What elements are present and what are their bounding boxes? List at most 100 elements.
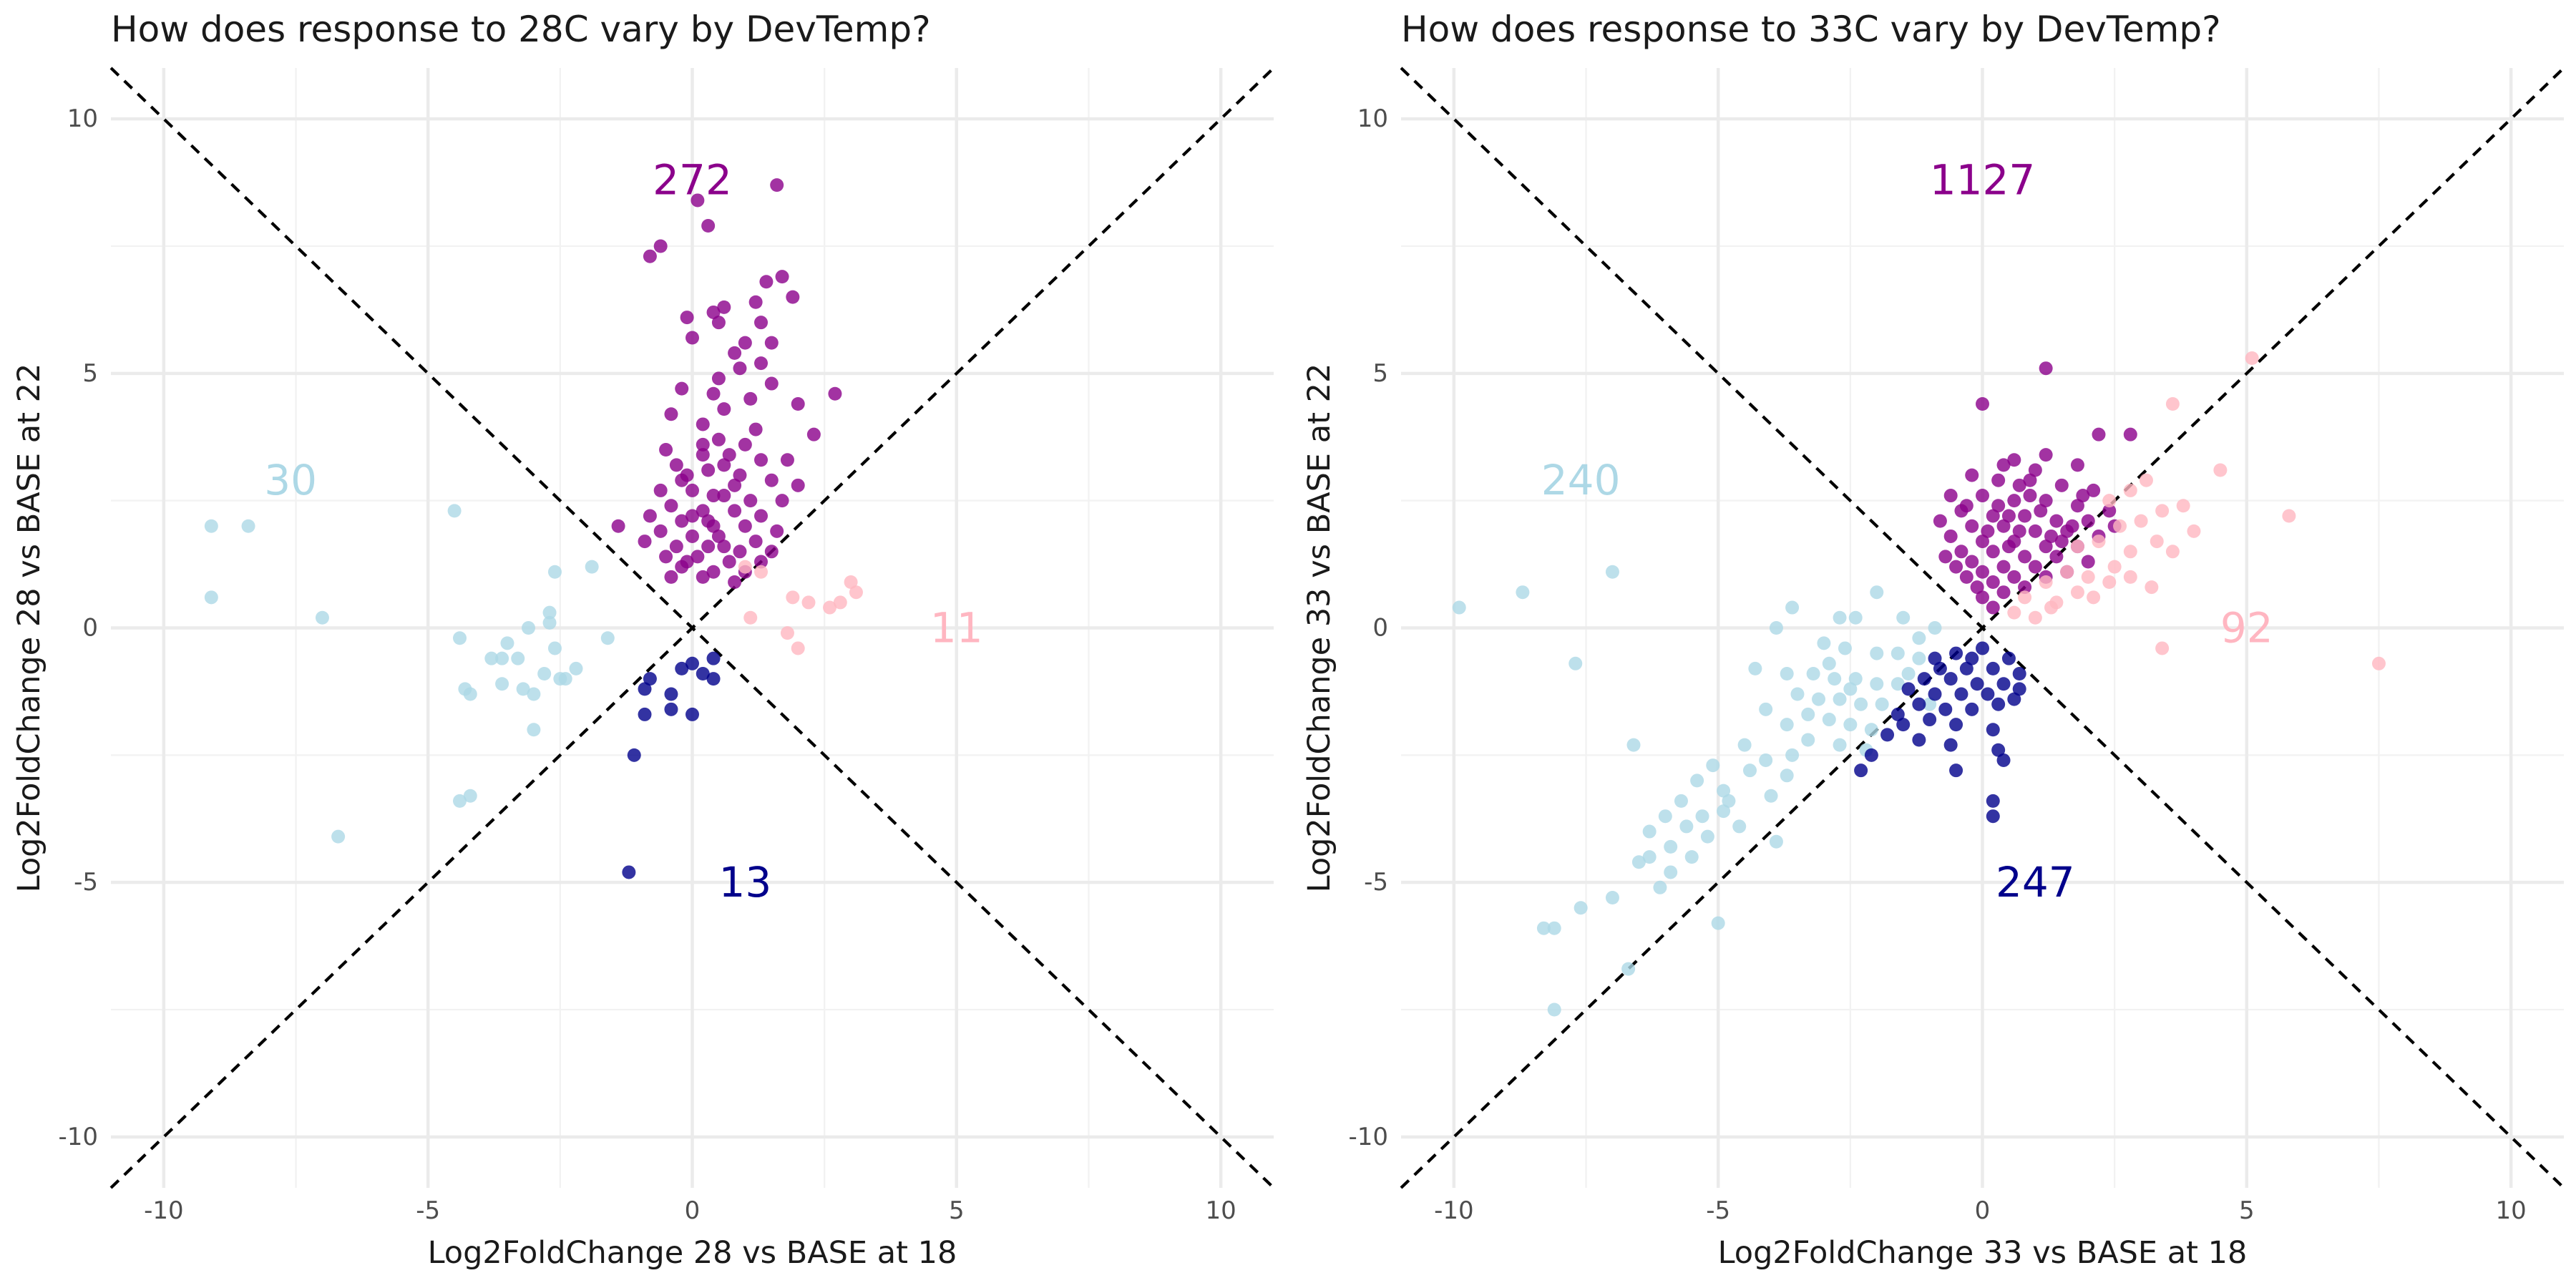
data-point bbox=[2092, 427, 2106, 441]
data-point bbox=[2092, 535, 2106, 549]
x-axis-label: Log2FoldChange 28 vs BASE at 18 bbox=[428, 1235, 957, 1271]
data-point bbox=[1790, 687, 1805, 701]
data-point bbox=[1658, 809, 1672, 824]
data-point bbox=[2187, 524, 2201, 538]
data-point bbox=[1547, 921, 1561, 935]
data-point bbox=[823, 600, 837, 615]
data-point bbox=[833, 595, 847, 610]
x-tick-label: 10 bbox=[1206, 1196, 1236, 1225]
data-point bbox=[2039, 448, 2053, 462]
data-point bbox=[643, 509, 657, 523]
data-point bbox=[1965, 651, 1979, 665]
data-point bbox=[1769, 621, 1783, 635]
data-point bbox=[463, 687, 477, 701]
data-point bbox=[1568, 656, 1583, 670]
data-point bbox=[2165, 397, 2180, 411]
y-tick-label: 0 bbox=[1372, 614, 1388, 643]
data-point bbox=[717, 540, 731, 554]
data-point bbox=[1843, 718, 1858, 732]
data-point bbox=[1938, 702, 1953, 716]
data-point bbox=[1684, 850, 1699, 864]
data-point bbox=[2087, 590, 2101, 605]
y-tick-label: 5 bbox=[82, 359, 98, 388]
data-point bbox=[2076, 489, 2090, 503]
data-point bbox=[1943, 489, 1958, 503]
data-point bbox=[1780, 667, 1794, 681]
data-point bbox=[2070, 585, 2084, 600]
data-point bbox=[1959, 570, 1974, 584]
data-point bbox=[686, 656, 699, 670]
data-point bbox=[638, 682, 652, 696]
data-point bbox=[1890, 646, 1905, 660]
data-point bbox=[2070, 499, 2084, 513]
data-point bbox=[664, 499, 678, 513]
data-point bbox=[1933, 514, 1947, 528]
scatter-points bbox=[204, 178, 863, 879]
data-point bbox=[1912, 733, 1926, 747]
data-point bbox=[2065, 519, 2079, 533]
data-point bbox=[711, 432, 726, 447]
data-point bbox=[542, 605, 557, 620]
data-point bbox=[1848, 610, 1863, 625]
data-point bbox=[2123, 483, 2137, 497]
data-point bbox=[527, 723, 541, 737]
data-point bbox=[1991, 499, 2006, 513]
data-point bbox=[627, 748, 641, 762]
data-point bbox=[1706, 758, 1720, 773]
data-point bbox=[2165, 545, 2180, 559]
data-point bbox=[1854, 697, 1868, 711]
scatter-points bbox=[1452, 351, 2386, 1017]
data-point bbox=[1943, 529, 1958, 543]
data-point bbox=[706, 305, 721, 319]
data-point bbox=[738, 519, 752, 533]
data-point bbox=[828, 386, 842, 401]
data-point bbox=[2028, 560, 2042, 574]
data-point bbox=[1642, 850, 1657, 864]
data-point bbox=[728, 478, 742, 492]
data-point bbox=[696, 437, 710, 452]
y-tick-label: -10 bbox=[1348, 1123, 1388, 1151]
quadrant-count-label: 11 bbox=[930, 604, 983, 653]
data-point bbox=[1812, 692, 1826, 706]
data-point bbox=[669, 458, 683, 472]
data-point bbox=[754, 565, 769, 579]
data-point bbox=[1949, 763, 1963, 778]
data-point bbox=[775, 494, 789, 508]
data-point bbox=[2123, 545, 2137, 559]
data-point bbox=[1801, 733, 1815, 747]
x-tick-label: 0 bbox=[685, 1196, 701, 1225]
data-point bbox=[2049, 550, 2064, 564]
data-point bbox=[1996, 753, 2011, 767]
data-point bbox=[1912, 697, 1926, 711]
data-point bbox=[764, 545, 779, 559]
data-point bbox=[696, 667, 710, 681]
data-point bbox=[1817, 636, 1831, 650]
data-point bbox=[2039, 575, 2053, 589]
data-point bbox=[2102, 494, 2117, 508]
data-point bbox=[2001, 651, 2016, 665]
data-point bbox=[1822, 713, 1836, 727]
data-point bbox=[1574, 901, 1588, 915]
data-point bbox=[786, 590, 800, 605]
data-point bbox=[701, 463, 716, 477]
data-point bbox=[717, 458, 731, 472]
data-point bbox=[1986, 809, 2000, 824]
data-point bbox=[711, 529, 726, 543]
scatter-panel-28c: 272 30 11 13 -10 -5 0 5 10 -10 -5 0 5 10 How does re… bbox=[11, 9, 1275, 1271]
data-point bbox=[453, 631, 467, 645]
data-point bbox=[2039, 361, 2053, 376]
data-point bbox=[638, 707, 652, 721]
data-point bbox=[717, 489, 731, 503]
data-point bbox=[1996, 560, 2011, 574]
data-point bbox=[1928, 621, 1942, 635]
data-point bbox=[1923, 697, 1937, 711]
data-point bbox=[1759, 753, 1773, 767]
data-point bbox=[1875, 697, 1889, 711]
data-point bbox=[1965, 519, 1979, 533]
grid bbox=[1401, 68, 2564, 1188]
data-point bbox=[2018, 509, 2032, 523]
data-point bbox=[1949, 718, 1963, 732]
data-point bbox=[1626, 738, 1641, 752]
data-point bbox=[1717, 804, 1731, 819]
